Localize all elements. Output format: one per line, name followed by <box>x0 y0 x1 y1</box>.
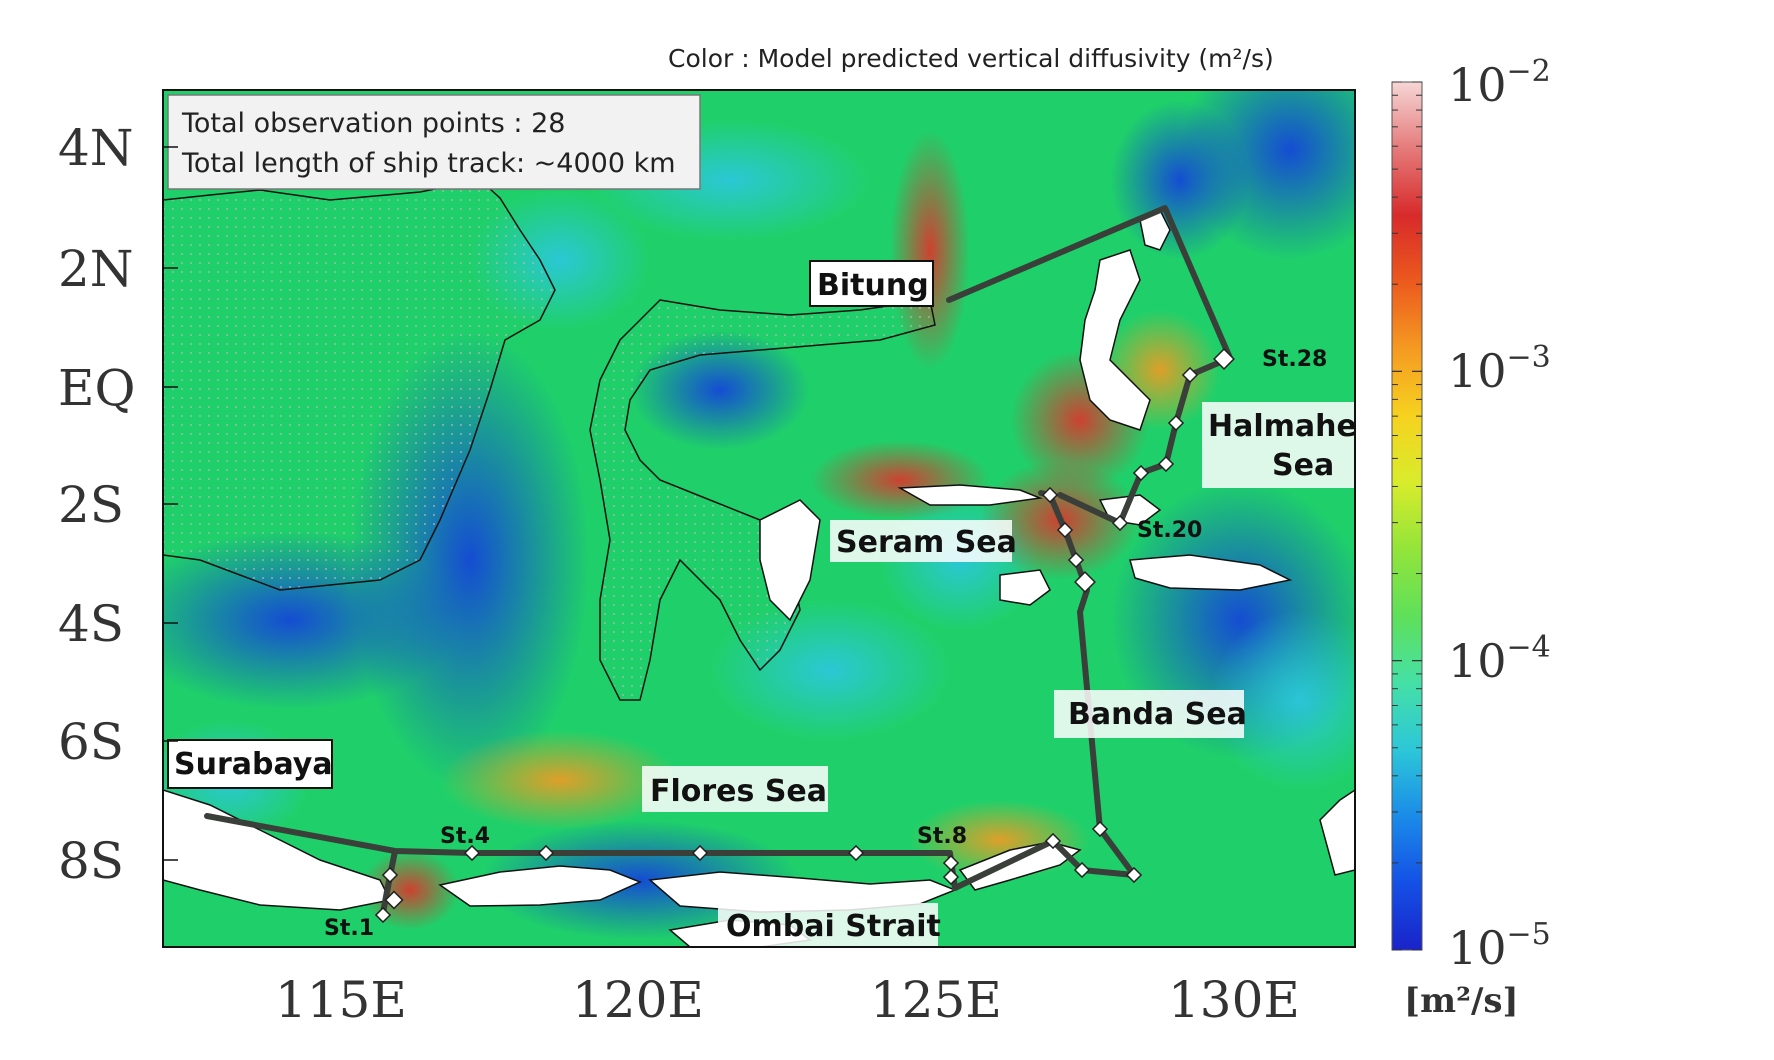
station-marker <box>1125 866 1143 884</box>
info-track-length: Total length of ship track: ~4000 km <box>181 148 676 179</box>
station-marker <box>1091 820 1109 838</box>
station-marker <box>1111 514 1129 532</box>
ombai-strait-label: Ombai Strait <box>726 909 941 944</box>
longitude-labels: 115E 120E 125E 130E <box>275 971 1300 1029</box>
colorbar-unit: [m²/s] <box>1404 981 1519 1021</box>
lat-label: 2S <box>58 476 124 534</box>
info-box-background <box>167 94 701 190</box>
lon-label: 115E <box>275 971 407 1029</box>
land-lesser-sunda-west <box>438 865 642 907</box>
info-total-points: Total observation points : 28 <box>181 108 565 139</box>
lat-label: 6S <box>58 713 124 771</box>
latitude-axis <box>163 146 178 861</box>
colorbar-tick-label: 10−5 <box>1448 917 1551 975</box>
station-label-st1: St.1 <box>324 916 374 941</box>
lon-label: 125E <box>870 971 1002 1029</box>
station-marker <box>381 866 399 884</box>
station-marker <box>1044 832 1062 850</box>
land-sula-islands <box>897 484 1043 506</box>
station-labels: St.1 St.4 St.8 St.20 St.28 <box>324 347 1327 941</box>
station-label-st20: St.20 <box>1137 518 1202 543</box>
surabaya-label: Surabaya <box>174 747 333 782</box>
info-box: Total observation points : 28 Total leng… <box>167 94 701 190</box>
station-marker <box>463 844 481 862</box>
station-marker <box>1181 366 1199 384</box>
lat-label: 2N <box>58 240 134 298</box>
land-seram-east <box>1129 554 1293 591</box>
color-caption: Color : Model predicted vertical diffusi… <box>668 44 1274 73</box>
banda-sea-label: Banda Sea <box>1068 697 1247 732</box>
place-labels: Bitung Halmahera Sea Seram Sea Banda Sea… <box>167 260 1392 947</box>
lat-label: 4S <box>58 595 124 653</box>
latitude-labels: 4N 2N EQ 2S 4S 6S 8S <box>58 119 136 890</box>
map-frame <box>162 89 1356 948</box>
lon-label: 130E <box>1168 971 1300 1029</box>
station-marker <box>1074 571 1096 593</box>
seram-sea-label: Seram Sea <box>836 525 1017 560</box>
station-marker <box>1067 551 1085 569</box>
flores-sea-label: Flores Sea <box>650 774 827 809</box>
lat-label: 4N <box>58 119 134 177</box>
colorbar: 10−2 10−3 10−4 10−5 [m²/s] <box>1391 54 1551 1021</box>
colorbar-minor-ticks <box>1392 81 1422 951</box>
bitung-label: Bitung <box>817 268 929 303</box>
halmahera-sea-label-box <box>1202 402 1355 488</box>
station-marker <box>1132 464 1150 482</box>
station-marker <box>691 844 709 862</box>
seram-sea-label-box <box>830 520 1012 562</box>
lat-label: EQ <box>58 359 136 417</box>
land-borneo <box>163 179 556 591</box>
land-halmahera <box>1079 249 1151 431</box>
station-marker <box>1056 521 1074 539</box>
colorbar-tick-label: 10−2 <box>1448 54 1551 112</box>
flores-sea-label-box <box>642 766 828 812</box>
land-sulawesi-southeast <box>759 499 821 622</box>
station-label-st4: St.4 <box>440 824 490 849</box>
station-markers <box>374 348 1235 924</box>
station-marker <box>537 844 555 862</box>
bitung-label-box <box>809 260 934 307</box>
station-marker <box>1157 455 1175 473</box>
colorbar-gradient <box>1391 81 1423 951</box>
surabaya-label-box <box>167 739 333 789</box>
ship-track-ombai-to-banda <box>952 490 1137 891</box>
colorbar-tick-label: 10−3 <box>1448 340 1551 398</box>
colorbar-tick-label: 10−4 <box>1448 630 1551 688</box>
banda-sea-label-box <box>1054 690 1244 738</box>
station-marker <box>942 854 960 872</box>
station-label-st28: St.28 <box>1262 347 1327 372</box>
station-marker <box>1213 348 1235 370</box>
colorbar-tick-labels: 10−2 10−3 10−4 10−5 <box>1448 54 1551 975</box>
halmahera-sea-label-line1: Halmahera <box>1208 409 1392 444</box>
map-panel: St.1 St.4 St.8 St.20 St.28 Bitung Halmah… <box>163 90 1392 947</box>
station-marker <box>1041 486 1059 504</box>
land-papua-edge <box>1319 789 1355 876</box>
ombai-strait-label-box <box>718 903 938 947</box>
station-marker <box>847 844 865 862</box>
land-sulawesi <box>589 299 936 701</box>
land-seram <box>999 569 1051 606</box>
lon-label: 120E <box>572 971 704 1029</box>
lat-label: 8S <box>58 832 124 890</box>
station-marker <box>384 890 404 910</box>
station-marker <box>1073 861 1091 879</box>
station-label-st8: St.8 <box>917 824 967 849</box>
station-marker <box>374 906 392 924</box>
station-marker <box>1167 414 1185 432</box>
station-marker <box>942 868 960 886</box>
halmahera-sea-label-line2: Sea <box>1272 448 1334 483</box>
